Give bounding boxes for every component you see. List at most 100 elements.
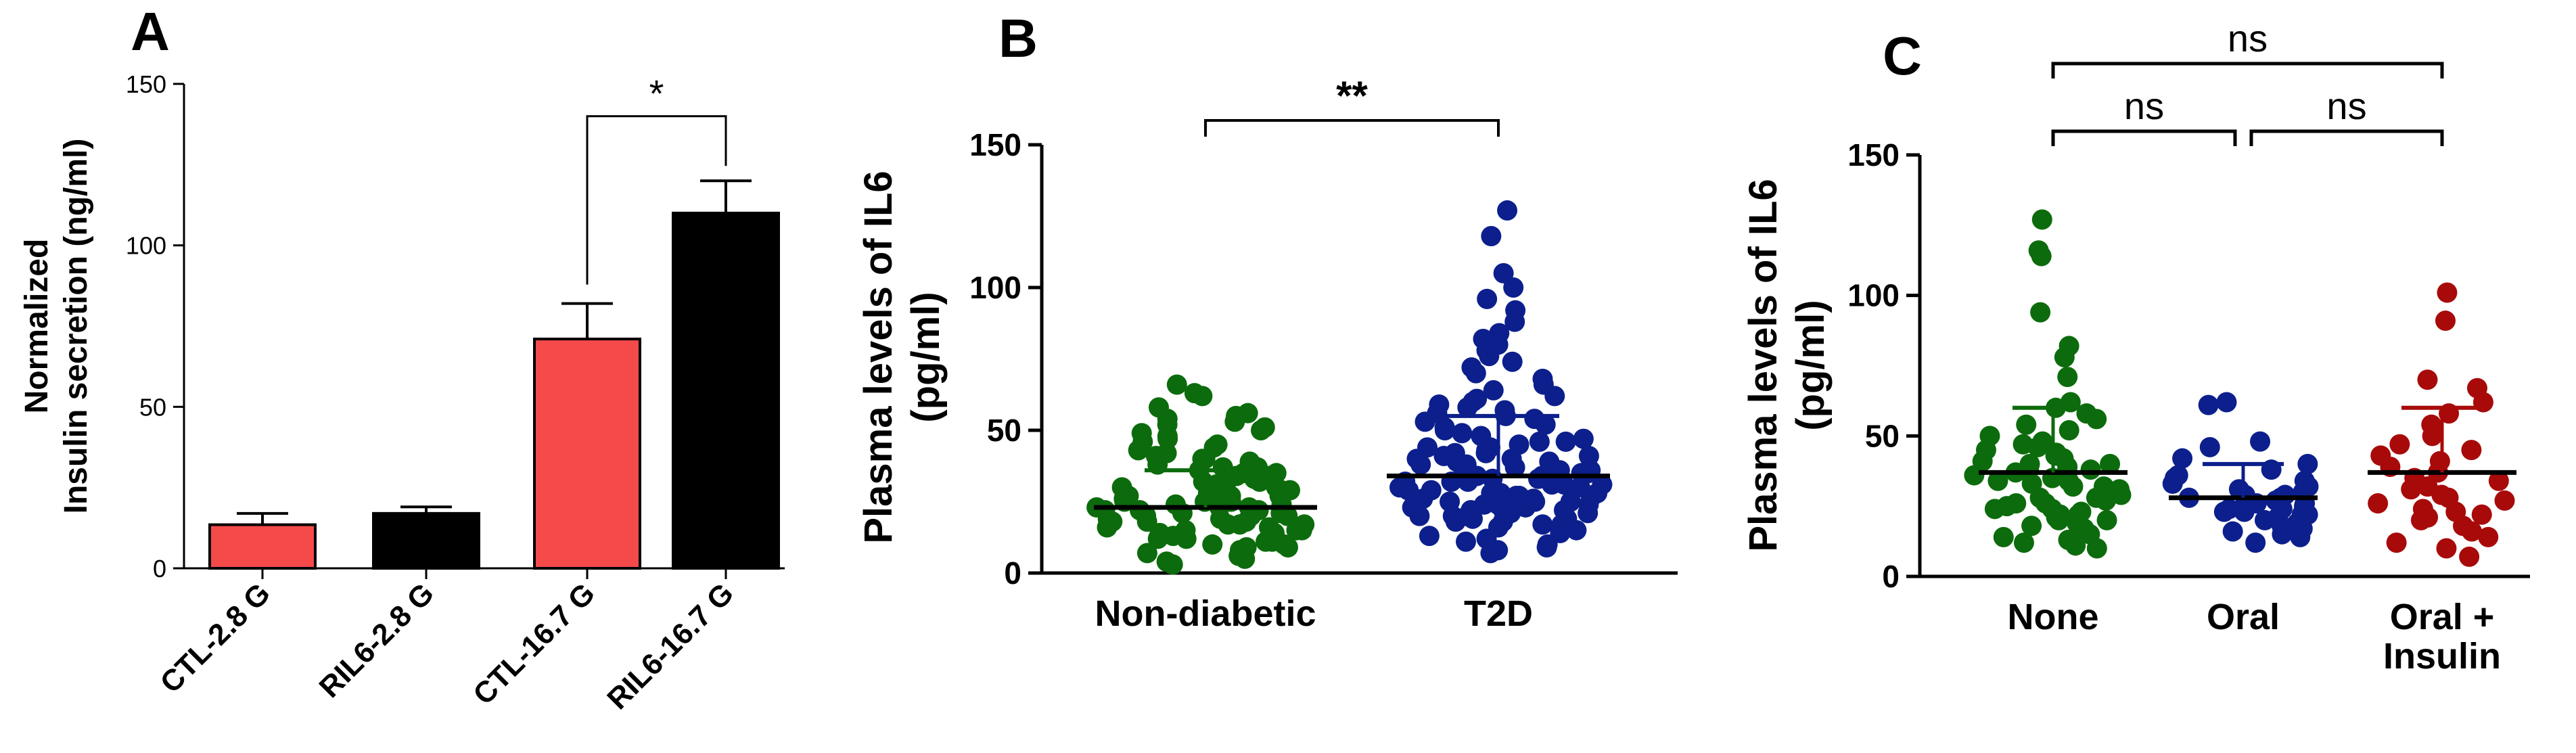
data-point bbox=[1481, 226, 1502, 247]
data-point bbox=[2368, 493, 2389, 514]
data-point bbox=[2234, 501, 2255, 522]
data-point bbox=[2436, 538, 2457, 559]
y-axis-label: Plasma levels of IL6 bbox=[856, 170, 900, 543]
x-tick-label: Insulin bbox=[2383, 636, 2501, 677]
panel-b: B 0 50 100 150 Plasma levels of IL6 (pg/ml) Non… bbox=[856, 8, 1678, 634]
data-point bbox=[2422, 426, 2443, 447]
y-tick-label: 0 bbox=[1004, 555, 1021, 591]
data-point bbox=[2030, 302, 2051, 323]
data-point bbox=[1465, 363, 1486, 384]
data-point bbox=[2021, 516, 2042, 537]
y-axis-label: Insulin secretion (ng/ml) bbox=[58, 139, 94, 514]
data-point bbox=[1483, 380, 1504, 401]
panel-a: A 0 50 100 150 Normalized Insulin secretion (n… bbox=[19, 1, 785, 716]
data-point bbox=[1452, 423, 1473, 444]
data-point bbox=[1147, 528, 1168, 549]
data-point bbox=[2162, 473, 2183, 494]
data-point bbox=[2410, 509, 2431, 530]
data-point bbox=[1554, 474, 1575, 495]
data-point bbox=[1497, 200, 1518, 221]
data-point bbox=[1202, 534, 1223, 555]
x-tick-label: RIL6-2.8 G bbox=[313, 576, 441, 704]
data-point bbox=[2254, 509, 2275, 530]
y-tick-label: 150 bbox=[126, 70, 166, 98]
data-point bbox=[1480, 543, 1501, 564]
data-point bbox=[1235, 548, 1256, 569]
data-point bbox=[2172, 448, 2193, 469]
data-point bbox=[1410, 454, 1431, 475]
data-point bbox=[1445, 511, 1466, 532]
data-point bbox=[2461, 440, 2482, 461]
x-tick-label: Oral bbox=[2207, 597, 2280, 637]
data-point bbox=[1256, 531, 1276, 552]
y-tick-label: 50 bbox=[987, 413, 1021, 448]
data-point bbox=[1532, 514, 1553, 535]
data-point bbox=[2437, 282, 2458, 303]
bar-ctl-16-7-g bbox=[533, 338, 641, 570]
x-tick-label: CTL-2.8 G bbox=[154, 576, 277, 700]
data-point bbox=[2111, 484, 2132, 505]
data-point bbox=[1176, 528, 1197, 549]
data-point bbox=[2471, 504, 2492, 525]
data-point bbox=[2057, 367, 2078, 388]
data-point bbox=[1250, 420, 1271, 440]
data-point bbox=[2222, 521, 2243, 542]
data-point bbox=[1504, 457, 1525, 478]
y-axis-label: Normalized bbox=[19, 239, 55, 414]
y-tick-label: 100 bbox=[969, 270, 1021, 305]
data-point bbox=[1419, 526, 1440, 547]
data-point bbox=[2401, 479, 2422, 500]
data-point bbox=[1218, 514, 1239, 535]
panel-c: C 0 50 100 150 Plasma levels of IL6 (pg/ml) Non… bbox=[1741, 17, 2530, 677]
data-point bbox=[1462, 508, 1483, 529]
significance-bracket bbox=[586, 115, 727, 285]
data-point bbox=[1535, 414, 1556, 435]
data-point bbox=[2459, 546, 2480, 567]
data-point bbox=[1502, 351, 1523, 372]
y-tick-label: 150 bbox=[969, 127, 1021, 162]
y-axis-label: (pg/ml) bbox=[904, 292, 948, 422]
data-point bbox=[1224, 411, 1245, 432]
data-point bbox=[2065, 535, 2086, 556]
data-point bbox=[2417, 369, 2438, 390]
x-tick-label: Oral + bbox=[2390, 597, 2495, 637]
data-point bbox=[2462, 521, 2483, 542]
data-point bbox=[1503, 277, 1524, 298]
data-point bbox=[2297, 453, 2318, 474]
data-point bbox=[2048, 509, 2069, 530]
panel-label-c: C bbox=[1883, 26, 1922, 86]
data-point bbox=[1566, 520, 1587, 541]
data-point bbox=[2031, 209, 2052, 230]
data-point bbox=[2290, 526, 2311, 547]
significance-label: ns bbox=[2326, 85, 2366, 127]
data-point bbox=[1291, 520, 1312, 541]
panel-label-b: B bbox=[998, 8, 1038, 68]
data-point bbox=[1475, 442, 1496, 463]
x-tick-label: None bbox=[2008, 597, 2099, 637]
x-tick-label: CTL-16.7 G bbox=[467, 576, 601, 711]
data-point bbox=[1192, 386, 1213, 407]
data-point bbox=[2080, 459, 2101, 480]
significance-bracket bbox=[2249, 129, 2444, 146]
significance-label: ns bbox=[2124, 85, 2164, 127]
data-point bbox=[2478, 526, 2499, 547]
data-point bbox=[2386, 532, 2407, 553]
data-point bbox=[2199, 436, 2220, 457]
data-point bbox=[1479, 346, 1500, 367]
x-tick-label: RIL6-16.7 G bbox=[601, 576, 740, 716]
data-point bbox=[1277, 537, 1298, 558]
data-point bbox=[2100, 453, 2121, 474]
data-point bbox=[1529, 431, 1550, 452]
data-point bbox=[2096, 490, 2117, 511]
data-point bbox=[1097, 517, 1118, 538]
significance-label: * bbox=[649, 72, 664, 115]
data-point bbox=[2488, 470, 2509, 491]
data-point bbox=[2494, 490, 2515, 511]
data-point bbox=[1457, 397, 1478, 418]
y-tick-label: 0 bbox=[1882, 559, 1900, 594]
data-point bbox=[2250, 431, 2271, 452]
data-point bbox=[2016, 414, 2037, 435]
data-point bbox=[1409, 505, 1430, 526]
data-point bbox=[1578, 503, 1598, 524]
data-point bbox=[1136, 543, 1157, 564]
